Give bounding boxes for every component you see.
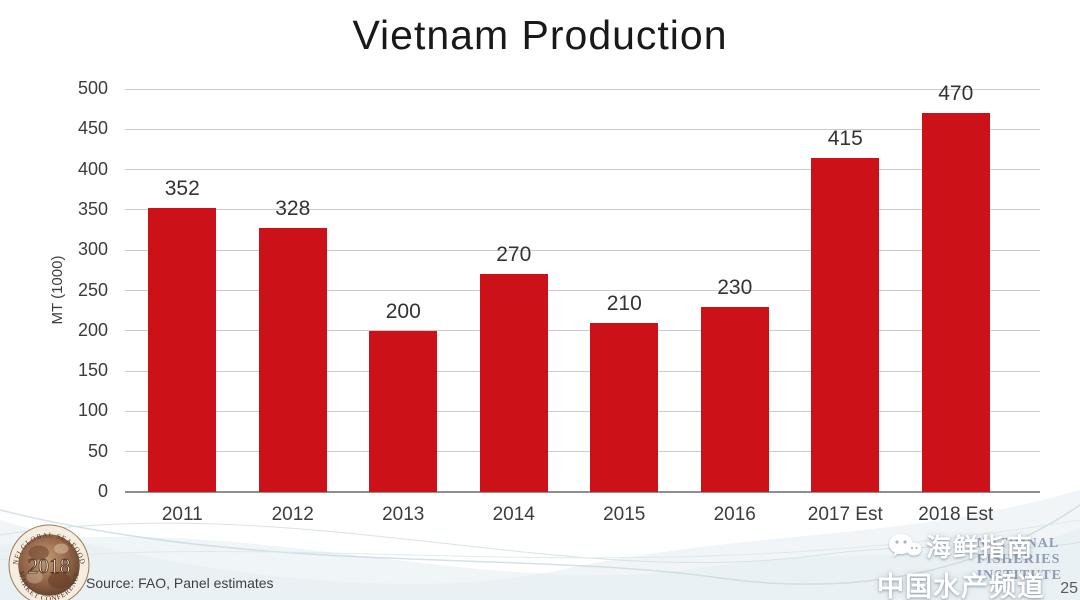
x-axis-tick-label: 2012 <box>271 504 314 525</box>
gridline <box>125 451 1040 453</box>
bar-2012 <box>258 227 327 492</box>
watermark: 海鲜指南 中国水产频道 www.fishfirst.cn <box>856 528 1066 600</box>
page-number: 25 <box>1060 580 1078 597</box>
conference-2018-logo: NFI GLOBAL SEAFOOD MARKET CONFERENCE 201… <box>8 524 90 600</box>
y-axis-tick-label: 0 <box>97 481 108 501</box>
y-axis-tick-label: 50 <box>87 440 108 461</box>
gridline <box>125 249 1040 251</box>
bar-value-label: 415 <box>827 126 863 150</box>
gridline <box>125 169 1040 171</box>
bar-value-label: 352 <box>164 177 200 201</box>
watermark-subtitle: 中国水产频道 <box>877 572 1045 600</box>
y-axis-tick-label: 100 <box>77 400 108 421</box>
y-axis-tick-label: 500 <box>77 78 108 98</box>
nfi-line-1: NATIONAL <box>976 536 1060 551</box>
x-axis-tick-label: 2018 Est <box>918 504 994 525</box>
wechat-icon <box>888 534 922 557</box>
bar-2016 <box>700 306 769 492</box>
bar-value-label: 470 <box>938 82 974 106</box>
nfi-line-3: INSTITUTE <box>976 568 1062 583</box>
bar-2015 <box>590 322 659 492</box>
y-axis-tick-label: 300 <box>77 239 108 260</box>
gridline <box>125 290 1040 291</box>
bar-2018-est <box>921 113 990 492</box>
x-axis-tick-label: 2011 <box>161 504 203 525</box>
nfi-institute-logo-text: NATIONAL FISHERIES INSTITUTE <box>977 536 1062 584</box>
y-axis-tick-label: 450 <box>77 118 108 139</box>
gridline <box>125 88 1040 90</box>
gridline <box>125 209 1040 211</box>
gridline <box>125 410 1040 412</box>
gridline <box>125 330 1040 332</box>
y-axis-tick-label: 200 <box>77 319 108 340</box>
bar-value-label: 200 <box>385 299 421 323</box>
y-axis-tick-label: 350 <box>77 198 108 219</box>
bar-value-label: 230 <box>717 275 753 299</box>
nfi-line-2: FISHERIES <box>976 552 1061 567</box>
gridline <box>125 370 1040 372</box>
y-axis-tick-label: 150 <box>77 360 108 381</box>
bar-2014 <box>479 274 548 492</box>
gridline <box>125 128 1040 130</box>
x-axis-tick-label: 2016 <box>713 504 756 525</box>
bar-2017-est <box>811 157 880 492</box>
x-axis-tick-label: 2017 Est <box>807 504 883 525</box>
y-axis-tick-label: 250 <box>77 279 108 300</box>
bar-value-label: 328 <box>275 196 311 220</box>
x-axis-tick-label: 2013 <box>382 504 425 525</box>
watermark-title: 海鲜指南 <box>925 534 1034 562</box>
bar-2013 <box>369 330 438 492</box>
source-note: Source: FAO, Panel estimates <box>86 575 274 591</box>
y-axis-tick-label: 400 <box>77 158 108 179</box>
chart-title: Vietnam Production <box>352 12 728 58</box>
logo-year-text: 2018 <box>27 554 70 578</box>
bar-value-label: 270 <box>496 243 532 267</box>
x-axis-tick-label: 2014 <box>492 504 535 525</box>
wave-background-decoration <box>0 490 1080 600</box>
bar-2011 <box>148 208 217 492</box>
x-axis-tick-label: 2015 <box>603 504 646 525</box>
bar-value-label: 210 <box>606 291 642 315</box>
x-axis-line <box>125 491 1040 493</box>
